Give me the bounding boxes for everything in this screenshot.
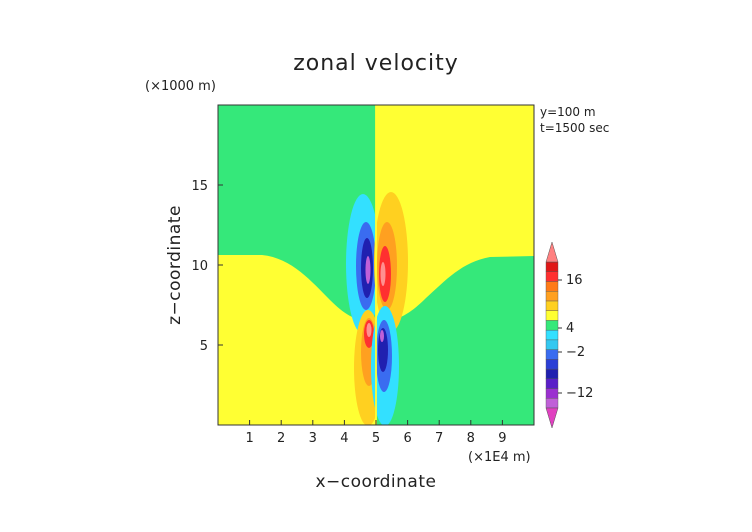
y-axis-ticks: 5 10 15 — [191, 179, 223, 354]
colorbar-labels: 16 4 −2 −12 — [558, 273, 593, 401]
colorbar-band — [545, 310, 559, 321]
x-tick-label: 8 — [467, 431, 475, 446]
y-unit-label: (×1000 m) — [145, 79, 216, 94]
colorbar-tick-label: 16 — [566, 273, 583, 288]
colorbar-tick-label: −12 — [566, 386, 593, 401]
y-tick-label: 10 — [191, 259, 208, 274]
colorbar-band — [545, 271, 559, 282]
y-tick-label: 5 — [200, 339, 208, 354]
colorbar-band — [545, 281, 559, 292]
lower-right-wave-region — [376, 256, 534, 425]
colorbar-band — [545, 349, 559, 360]
upper-left-lobe-core — [365, 256, 371, 284]
x-axis-ticks: 1 2 3 4 5 6 7 8 9 — [245, 420, 507, 446]
colorbar-band — [545, 261, 559, 272]
x-axis-title: x−coordinate — [316, 472, 437, 492]
y-tick-label: 15 — [191, 179, 208, 194]
x-tick-label: 5 — [372, 431, 380, 446]
x-tick-label: 2 — [277, 431, 285, 446]
plot-area — [218, 105, 534, 425]
colorbar-band — [545, 359, 559, 370]
upper-right-lobe-core — [380, 262, 386, 286]
annotation-y: y=100 m — [540, 105, 596, 119]
x-unit-label: (×1E4 m) — [468, 450, 531, 465]
lower-left-lobe-core — [366, 323, 372, 337]
colorbar-band — [545, 398, 559, 409]
colorbar-band — [545, 300, 559, 311]
colorbar-tick-label: 4 — [566, 321, 574, 336]
x-tick-label: 9 — [498, 431, 506, 446]
colorbar-band — [545, 368, 559, 380]
x-tick-label: 6 — [403, 431, 411, 446]
x-tick-label: 3 — [309, 431, 317, 446]
x-tick-label: 1 — [245, 431, 253, 446]
y-axis-title: z−coordinate — [165, 205, 185, 325]
lower-right-lobe-core — [380, 330, 384, 342]
lower-left-wave-region — [218, 255, 376, 425]
colorbar — [545, 241, 559, 429]
x-tick-label: 7 — [435, 431, 443, 446]
colorbar-tick-label: −2 — [566, 345, 585, 360]
colorbar-band — [545, 320, 559, 331]
colorbar-band — [545, 329, 559, 341]
colorbar-top-arrow — [545, 241, 559, 263]
colorbar-band — [545, 378, 559, 389]
colorbar-bottom-arrow — [545, 407, 559, 429]
colorbar-band — [545, 388, 559, 399]
center-divider — [375, 105, 377, 425]
colorbar-band — [545, 339, 559, 350]
chart-title: zonal velocity — [293, 51, 459, 76]
colorbar-band — [545, 291, 559, 302]
annotation-t: t=1500 sec — [540, 121, 609, 135]
x-tick-label: 4 — [340, 431, 348, 446]
